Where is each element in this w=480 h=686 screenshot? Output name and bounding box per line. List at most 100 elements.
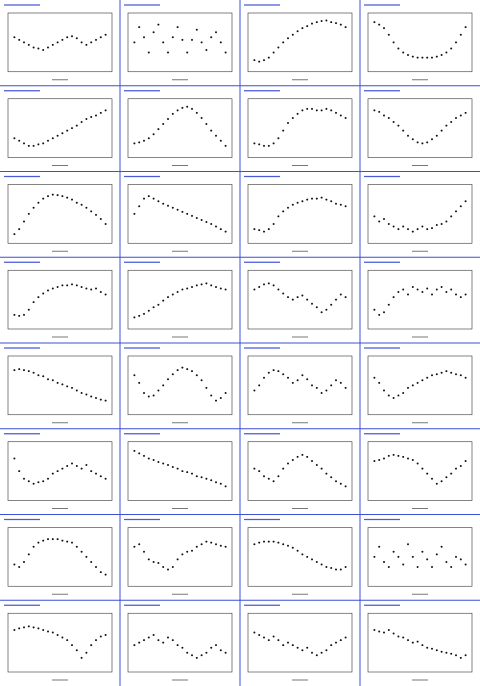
data-point	[90, 41, 93, 44]
data-point	[435, 288, 438, 291]
data-point	[162, 299, 165, 302]
data-point	[315, 560, 318, 563]
data-point	[431, 56, 433, 59]
data-point	[397, 635, 400, 638]
data-point	[407, 228, 409, 231]
data-point	[13, 137, 16, 140]
data-point	[104, 634, 107, 637]
data-point	[157, 639, 160, 642]
data-point	[147, 395, 150, 398]
data-point	[162, 41, 165, 44]
data-point	[397, 124, 400, 127]
data-point	[42, 375, 45, 378]
light-curve-panel	[244, 433, 353, 509]
data-point	[51, 379, 54, 382]
data-point	[171, 112, 174, 115]
data-point	[455, 555, 457, 558]
data-point	[61, 284, 64, 287]
data-point	[205, 477, 208, 480]
data-point	[176, 109, 179, 112]
data-point	[431, 138, 433, 141]
data-point	[282, 644, 285, 647]
data-point	[37, 627, 40, 630]
data-point	[27, 43, 30, 46]
data-point	[195, 28, 198, 31]
data-point	[157, 23, 160, 26]
data-point	[13, 36, 16, 39]
data-point	[90, 470, 93, 473]
data-point	[450, 47, 453, 50]
data-point	[335, 111, 337, 114]
data-point	[435, 55, 438, 58]
data-point	[378, 458, 381, 461]
data-point	[445, 560, 448, 563]
data-point	[383, 631, 385, 634]
data-point	[258, 541, 261, 544]
data-point	[147, 309, 150, 312]
data-point	[301, 649, 304, 652]
data-point	[277, 46, 280, 49]
data-point	[397, 228, 400, 231]
data-point	[315, 306, 318, 309]
data-point	[421, 142, 424, 145]
data-point	[80, 285, 83, 288]
data-point	[215, 31, 217, 34]
light-curve-panel	[124, 4, 233, 81]
data-point	[66, 540, 69, 543]
data-point	[464, 654, 467, 657]
data-point	[440, 223, 443, 226]
data-point	[152, 394, 155, 397]
data-point	[95, 38, 97, 41]
data-point	[431, 477, 433, 480]
data-point	[90, 395, 93, 398]
data-point	[80, 656, 83, 659]
data-point	[416, 566, 419, 569]
data-point	[27, 370, 30, 373]
data-point	[210, 129, 213, 132]
data-point	[66, 196, 69, 199]
data-point	[56, 194, 59, 197]
data-point	[61, 195, 64, 198]
data-point	[42, 292, 45, 295]
data-point	[147, 457, 150, 460]
data-point	[306, 25, 309, 28]
data-point	[56, 285, 59, 288]
data-point	[191, 654, 193, 657]
data-point	[287, 641, 289, 644]
data-point	[378, 545, 381, 548]
data-point	[167, 464, 169, 467]
data-point	[215, 225, 217, 228]
plot-frame	[247, 184, 353, 244]
data-point	[392, 397, 395, 400]
data-point	[330, 476, 333, 479]
data-point	[397, 454, 400, 457]
data-point	[147, 51, 150, 54]
data-point	[253, 142, 256, 145]
data-point	[75, 284, 78, 287]
data-point	[47, 289, 49, 292]
data-point	[224, 51, 227, 54]
data-point	[47, 46, 49, 49]
data-point	[171, 206, 174, 209]
data-point	[431, 566, 433, 569]
data-point	[421, 291, 424, 294]
data-point	[210, 394, 213, 397]
data-point	[258, 143, 261, 146]
data-point	[195, 284, 198, 287]
data-point	[191, 549, 193, 552]
data-point	[80, 41, 83, 44]
data-point	[95, 566, 97, 569]
data-point	[219, 139, 222, 142]
data-point	[450, 215, 453, 218]
data-point	[162, 384, 165, 387]
data-point	[210, 541, 213, 544]
data-point	[224, 288, 227, 291]
data-point	[219, 544, 222, 547]
data-point	[104, 223, 107, 226]
data-point	[195, 475, 198, 478]
light-curve-panel	[124, 175, 233, 252]
data-point	[407, 386, 409, 389]
data-point	[258, 229, 261, 232]
data-point	[435, 224, 438, 227]
data-point	[387, 33, 390, 36]
